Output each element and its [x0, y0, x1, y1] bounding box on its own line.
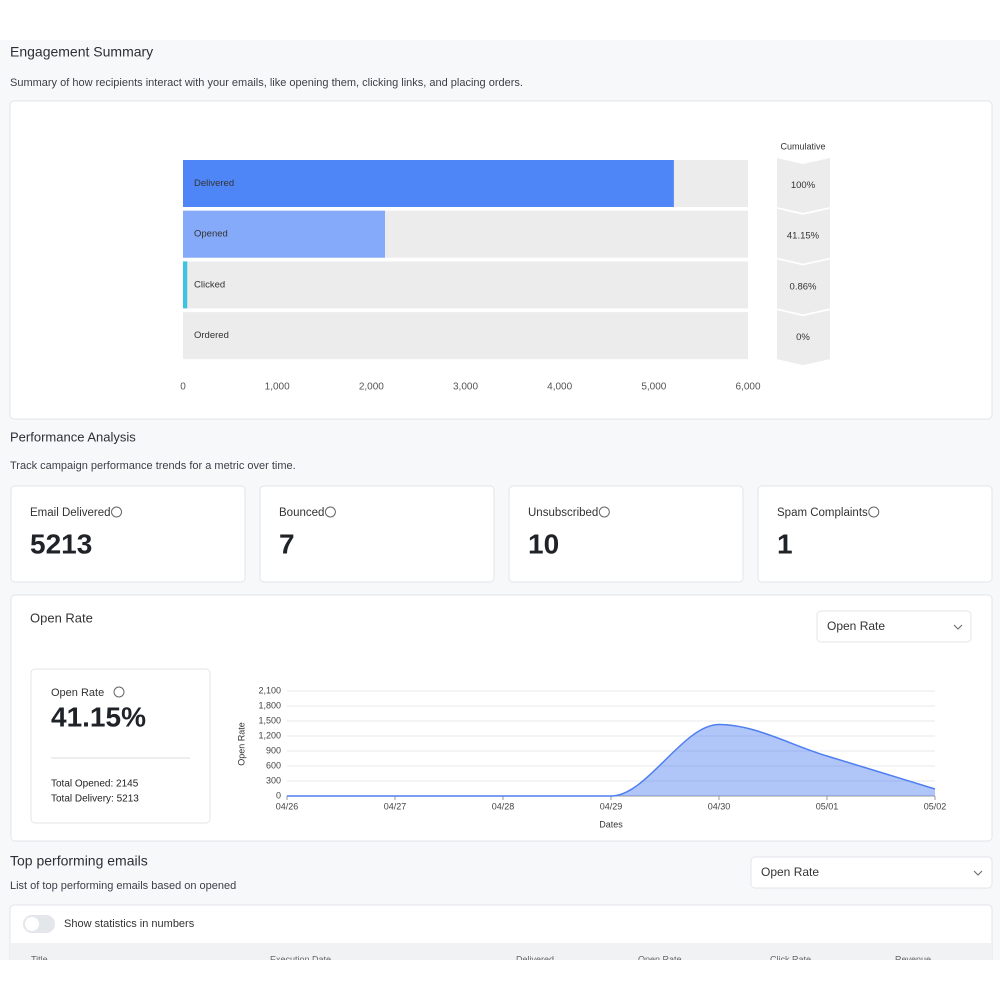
info-icon [111, 506, 123, 518]
y-tick-label: 600 [266, 760, 281, 770]
y-tick-label: 0 [276, 790, 281, 800]
bar [183, 210, 385, 258]
x-tick-label: 2,000 [359, 382, 384, 393]
area-chart: 0 300 600 900 1,200 1,500 1,800 2,100 04/26 04/27… [236, 685, 946, 829]
bar [183, 160, 674, 207]
x-tick-label: 04/29 [600, 801, 623, 811]
info-icon [868, 506, 880, 518]
x-tick-label: 04/26 [276, 801, 299, 811]
y-tick-label: 1,800 [258, 700, 281, 710]
table-columns: Title Execution Date Delivered Open Rate Cli… [31, 954, 931, 964]
table-header [11, 943, 991, 960]
summary-card [30, 668, 211, 824]
bar [183, 261, 188, 309]
toggle-knob [25, 917, 39, 931]
y-tick-label: 1,200 [258, 730, 281, 740]
x-tick-label: 4,000 [547, 382, 572, 393]
y-tick-label: 1,500 [258, 715, 281, 725]
open-rate-card [10, 594, 993, 842]
column-header: Delivered [516, 954, 554, 964]
column-header: Open Rate [638, 954, 682, 964]
line [287, 723, 936, 797]
bar-label: Clicked [194, 279, 225, 290]
cumulative-label: 0% [796, 332, 810, 343]
stat-label: Email Delivered [30, 507, 111, 519]
x-tick-label: 0 [180, 382, 186, 393]
x-tick-label: 6,000 [735, 382, 760, 393]
summary-label: Open Rate [51, 687, 104, 699]
x-tick-label: 05/02 [924, 801, 947, 811]
dropdown-text[interactable]: Open Rate [827, 619, 885, 633]
stat-value: 5213 [30, 528, 92, 559]
funnel-chart: Cumulative Delivered 100% Opened 41.15% Click… [180, 141, 830, 393]
section-subtitle: Summary of how recipients interact with … [10, 77, 523, 89]
cumulative-shape [777, 158, 830, 213]
stat-card [508, 485, 744, 583]
dropdown[interactable] [750, 856, 993, 889]
section-title: Top performing emails [10, 853, 148, 869]
info-icon[interactable] [113, 686, 125, 698]
stat-cards: Email Delivered 5213 Bounced 7 Unsubscribed 1… [10, 485, 993, 583]
x-tick-label: 1,000 [265, 382, 290, 393]
bar-track [183, 261, 748, 309]
y-tick-label: 300 [266, 775, 281, 785]
cumulative-label: 100% [791, 180, 816, 191]
x-tick-label: 04/28 [492, 801, 515, 811]
cumulative-shape [777, 208, 830, 264]
x-tick-label: 05/01 [816, 801, 839, 811]
column-header: Revenue [895, 954, 931, 964]
stat-label: Unsubscribed [528, 507, 598, 519]
section-subtitle: Track campaign performance trends for a … [10, 460, 296, 472]
stat-card [10, 485, 246, 583]
section-title: Performance Analysis [10, 429, 136, 444]
column-header: Click Rate [770, 954, 811, 964]
table-card [9, 904, 993, 960]
total-delivery: Total Delivery: 5213 [51, 794, 139, 805]
area [287, 724, 935, 796]
y-tick-label: 900 [266, 745, 281, 755]
stat-label: Spam Complaints [777, 507, 868, 519]
cumulative-label: 41.15% [787, 231, 820, 242]
bar-label: Delivered [194, 178, 234, 189]
info-icon [598, 506, 610, 518]
bar-label: Opened [194, 229, 228, 240]
chevron [973, 870, 983, 876]
toggle-label[interactable]: Show statistics in numbers [64, 918, 195, 930]
column-header: Title [31, 954, 48, 964]
cumulative-shape [777, 310, 830, 366]
stat-card [259, 485, 495, 583]
total-opened: Total Opened: 2145 [51, 779, 139, 790]
info-icon [324, 506, 336, 518]
x-tick-label: 3,000 [453, 382, 478, 393]
dropdown-text[interactable]: Open Rate [761, 865, 819, 879]
funnel-card [9, 100, 993, 420]
bar-label: Ordered [194, 330, 229, 341]
section-title: Engagement Summary [10, 44, 153, 60]
x-tick-label: 04/27 [384, 801, 407, 811]
cumulative-label: 0.86% [790, 281, 817, 292]
stat-value: 1 [777, 528, 793, 559]
card-title: Open Rate [30, 610, 93, 625]
y-axis-label: Open Rate [236, 722, 246, 766]
x-axis-label: Dates [599, 819, 623, 829]
stat-value: 7 [279, 528, 295, 559]
stat-value: 10 [528, 528, 559, 559]
x-tick-label: 04/30 [708, 801, 731, 811]
bar-track [183, 312, 748, 360]
dropdown[interactable] [816, 610, 972, 643]
column-header: Execution Date [270, 954, 331, 964]
cumulative-shape [777, 259, 830, 315]
summary-value: 41.15% [51, 701, 146, 732]
stat-card [757, 485, 993, 583]
stat-label: Bounced [279, 507, 324, 519]
section-subtitle: List of top performing emails based on o… [10, 880, 236, 892]
x-tick-label: 5,000 [641, 382, 666, 393]
y-tick-label: 2,100 [258, 685, 281, 695]
chevron [953, 624, 963, 630]
cumulative-title: Cumulative [780, 141, 825, 151]
